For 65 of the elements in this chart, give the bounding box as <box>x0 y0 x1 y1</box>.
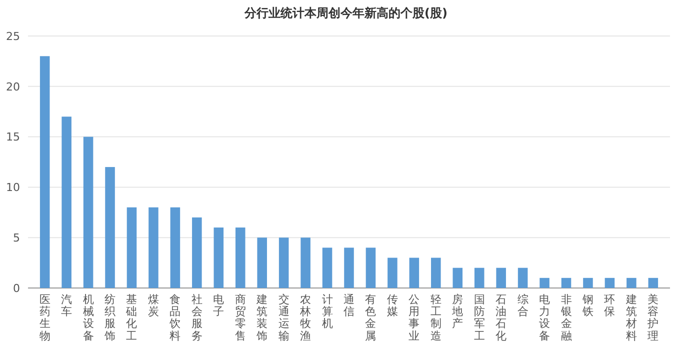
x-tick-label: 电子 <box>213 293 224 318</box>
bar <box>192 217 202 288</box>
bar <box>604 278 615 288</box>
bar <box>452 268 463 288</box>
x-tick-label: 环保 <box>604 293 616 318</box>
bar <box>626 278 636 288</box>
x-tick-label: 机械设备 <box>82 293 94 342</box>
bar <box>257 238 267 288</box>
x-tick-label: 计算机 <box>322 293 333 330</box>
x-tick-label: 国防军工 <box>474 293 485 342</box>
x-tick-label: 建筑装饰 <box>256 293 268 342</box>
y-tick-label: 15 <box>6 130 20 144</box>
x-tick-label: 通信 <box>344 293 354 318</box>
bar <box>214 228 224 288</box>
x-tick-label: 农林牧渔 <box>299 293 312 342</box>
bar <box>300 238 310 288</box>
bar <box>322 248 332 288</box>
bar <box>561 278 572 288</box>
x-tick-label: 煤炭 <box>148 293 159 318</box>
bar <box>474 268 484 288</box>
x-tick-label: 有色金属 <box>365 293 376 342</box>
bar <box>235 228 246 288</box>
y-tick-label: 0 <box>13 282 20 295</box>
bar <box>105 167 115 288</box>
x-tick-label: 轻工制造 <box>430 293 442 342</box>
chart-title: 分行业统计本周创今年新高的个股(股) <box>244 6 448 20</box>
bar <box>583 278 593 288</box>
x-tick-label: 电力设备 <box>539 293 550 342</box>
y-tick-label: 20 <box>6 80 20 94</box>
y-tick-label: 25 <box>6 30 20 43</box>
x-tick-label: 房地产 <box>451 293 464 330</box>
bar <box>388 258 398 288</box>
bar <box>344 248 354 288</box>
x-tick-label: 建筑材料 <box>624 293 637 342</box>
bar <box>62 116 72 288</box>
x-tick-label: 社会服务 <box>191 293 202 342</box>
x-tick-label: 食品饮料 <box>168 293 181 342</box>
bar <box>496 268 506 288</box>
bar <box>126 207 137 288</box>
bar <box>40 56 50 288</box>
x-tick-label: 非银金融 <box>560 293 572 342</box>
x-tick-label: 石油石化 <box>496 293 507 342</box>
y-tick-label: 10 <box>6 181 20 194</box>
bar <box>366 248 376 288</box>
x-tick-label: 钢铁 <box>581 293 594 318</box>
x-tick-label: 交通运输 <box>278 293 290 342</box>
bar <box>648 278 658 288</box>
x-tick-label: 商贸零售 <box>234 293 246 342</box>
bar <box>278 238 289 288</box>
x-tick-label: 传媒 <box>386 293 398 318</box>
bar <box>431 258 441 288</box>
bar <box>518 268 528 288</box>
x-tick-label: 美容护理 <box>646 293 659 342</box>
x-tick-label: 基础化工 <box>125 293 138 342</box>
x-tick-label: 汽车 <box>61 293 72 318</box>
x-tick-label: 综合 <box>517 293 528 318</box>
bar <box>409 258 420 288</box>
bar <box>170 207 180 288</box>
y-tick-label: 5 <box>13 231 20 244</box>
x-tick-label: 公用事业 <box>408 293 420 342</box>
bar <box>148 207 158 288</box>
bar <box>83 136 94 288</box>
bar <box>540 278 550 288</box>
x-tick-label: 纺织服饰 <box>104 293 116 342</box>
x-tick-label: 医药生物 <box>39 293 50 342</box>
